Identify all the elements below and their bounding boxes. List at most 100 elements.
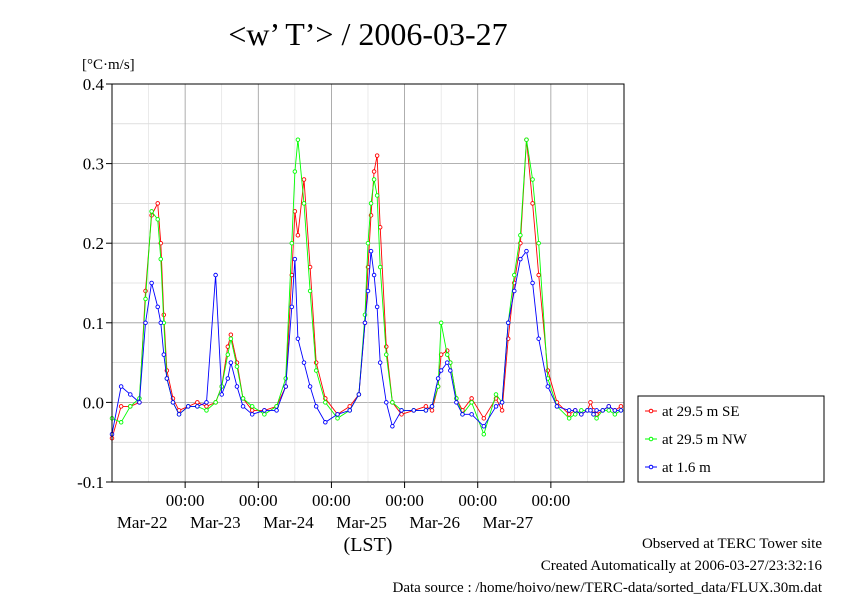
data-point (454, 400, 459, 405)
data-point (554, 404, 560, 409)
x-tick-time-label: 00:00 (166, 491, 205, 510)
data-point (572, 412, 578, 417)
data-point (481, 431, 487, 437)
legend-label: at 1.6 m (662, 460, 711, 476)
data-point (368, 248, 374, 254)
data-point (374, 193, 380, 198)
data-point (219, 392, 224, 397)
series-line (111, 139, 622, 436)
data-point (499, 408, 505, 413)
data-point (606, 408, 612, 413)
data-point (289, 240, 295, 246)
data-point (204, 408, 209, 413)
data-point (469, 396, 474, 401)
x-tick-date-label: Mar-25 (336, 513, 387, 532)
data-point (536, 272, 541, 278)
data-point (262, 412, 267, 417)
data-point (618, 404, 624, 409)
data-point (493, 392, 499, 397)
data-point (384, 400, 389, 405)
data-point (390, 424, 395, 429)
y-tick-label: 0.3 (83, 155, 104, 174)
data-point (234, 384, 240, 389)
data-point (438, 320, 444, 326)
data-point (499, 400, 505, 405)
data-point (362, 320, 368, 326)
y-tick-label: 0.2 (83, 234, 104, 253)
data-point (283, 384, 288, 389)
x-tick-date-label: Mar-24 (263, 513, 314, 532)
data-point (307, 288, 313, 294)
data-point (429, 404, 435, 409)
data-point (612, 408, 618, 413)
data-point (545, 368, 551, 373)
data-point (274, 408, 279, 413)
data-point (371, 177, 377, 182)
data-point (365, 240, 371, 246)
data-point (228, 336, 234, 341)
data-point (155, 217, 160, 222)
data-point (292, 169, 298, 174)
y-tick-label: 0.0 (83, 393, 104, 412)
data-point (566, 408, 572, 413)
data-point (228, 360, 234, 365)
y-tick-label: 0.1 (83, 314, 104, 333)
data-point (161, 352, 167, 357)
data-point (536, 240, 541, 246)
data-point (240, 396, 246, 401)
data-point (283, 376, 288, 381)
data-point (566, 416, 572, 421)
y-axis-label: [°C·m/s] (82, 57, 135, 73)
data-point (155, 304, 160, 310)
data-point (249, 404, 255, 409)
data-point (295, 137, 301, 142)
data-point (579, 408, 584, 413)
data-point (566, 412, 572, 417)
y-tick-label: -0.1 (77, 473, 104, 492)
data-point (195, 404, 200, 409)
data-point (301, 201, 307, 206)
data-point (524, 137, 529, 142)
legend-label: at 29.5 m NW (662, 432, 748, 448)
grid-lines (112, 83, 624, 483)
data-point (448, 368, 453, 373)
data-point (118, 420, 124, 425)
x-tick-time-label: 00:00 (385, 491, 424, 510)
data-point (530, 201, 535, 206)
data-point (213, 272, 218, 278)
data-point (292, 256, 298, 262)
data-point (399, 408, 404, 413)
x-tick-time-label: 00:00 (312, 491, 351, 510)
data-point (313, 360, 319, 365)
data-point (377, 264, 383, 270)
data-point (335, 412, 340, 417)
data-point (347, 408, 352, 413)
data-point (423, 404, 429, 409)
data-point (128, 392, 133, 397)
data-point (536, 336, 541, 341)
data-point (606, 404, 612, 409)
data-point (313, 368, 319, 373)
data-point (524, 248, 529, 254)
data-point (368, 201, 374, 206)
data-point (295, 336, 301, 341)
x-ticks: 00:00 Mar-22 00:00 Mar-23 00:00 Mar-24 00:00 Ma… (117, 482, 570, 532)
data-point (143, 296, 148, 302)
data-point (365, 288, 371, 294)
data-point (438, 368, 444, 373)
data-point (307, 384, 313, 389)
x-tick-date-label: Mar-27 (483, 513, 534, 532)
data-point (149, 209, 154, 214)
data-point (493, 404, 499, 409)
data-point (435, 376, 441, 381)
data-point (530, 280, 535, 286)
x-axis-label: (LST) (344, 534, 393, 556)
data-point (371, 272, 377, 278)
data-point (185, 404, 191, 409)
data-point (618, 408, 624, 413)
legend-label: at 29.5 m SE (662, 404, 740, 420)
data-point (164, 376, 170, 381)
data-point (423, 408, 429, 413)
data-point (204, 400, 209, 405)
